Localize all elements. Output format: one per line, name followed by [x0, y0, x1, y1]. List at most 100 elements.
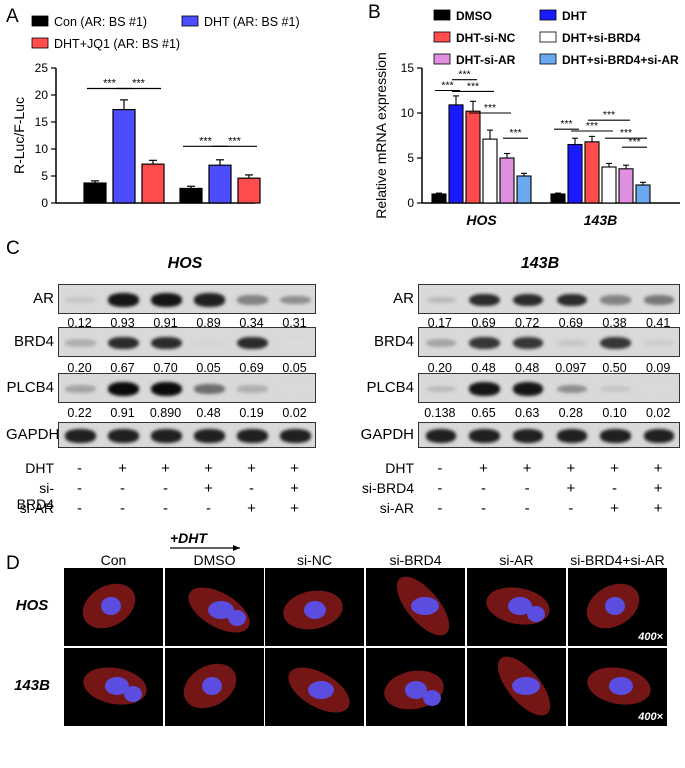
- significance-label: ***: [628, 136, 640, 148]
- condition-sign: +: [653, 500, 663, 517]
- blot-band: [65, 339, 96, 347]
- quantification-value: 0.20: [427, 361, 452, 375]
- y-tick-label: 15: [35, 115, 49, 129]
- legend-label: DHT (AR: BS #1): [204, 15, 300, 29]
- legend-label: Con (AR: BS #1): [54, 15, 147, 29]
- condition-sign: -: [437, 500, 443, 517]
- y-tick-label: 5: [41, 169, 48, 183]
- quantification-value: 0.41: [645, 316, 671, 330]
- panel-c-letter: C: [6, 238, 20, 259]
- blot-band: [194, 340, 225, 346]
- y-tick-label: 25: [35, 61, 49, 75]
- blot-band: [512, 382, 544, 396]
- category-label: 143B: [584, 212, 617, 228]
- condition-sign: +: [566, 480, 576, 497]
- column-header: si-AR: [499, 552, 534, 568]
- fluorescence-image: [64, 568, 163, 646]
- condition-sign: -: [524, 480, 530, 497]
- blot-row-label: PLCB4: [6, 379, 54, 396]
- blot-band: [237, 336, 268, 350]
- quantification-value: 0.09: [645, 361, 671, 375]
- legend-label: DHT-si-NC: [456, 31, 516, 45]
- condition-sign: +: [290, 480, 299, 497]
- blot-strip: [58, 327, 316, 357]
- column-header: si-BRD4+si-AR: [570, 552, 665, 568]
- legend-swatch: [539, 31, 557, 43]
- quantification-value: 0.48: [196, 406, 221, 420]
- bar: [465, 110, 481, 204]
- bar: [550, 193, 566, 204]
- legend-label: DMSO: [456, 9, 492, 23]
- blot-band: [469, 429, 500, 443]
- condition-sign: +: [479, 460, 488, 477]
- quantification-value: 0.10: [602, 406, 627, 420]
- condition-sign: -: [77, 460, 82, 477]
- quantification-value: 0.93: [110, 316, 135, 330]
- fluorescence-image: [165, 568, 264, 646]
- blot-band: [512, 293, 544, 307]
- fluorescence-image: [467, 648, 566, 726]
- blot-band: [469, 336, 500, 350]
- column-header: si-NC: [297, 552, 332, 568]
- bar: [567, 143, 583, 204]
- condition-sign: -: [611, 480, 617, 497]
- condition-sign: +: [161, 460, 170, 477]
- significance-label: ***: [484, 102, 496, 114]
- blot-band: [556, 429, 588, 443]
- quantification-value: 0.097: [555, 361, 587, 375]
- blot-row-label: AR: [33, 290, 54, 307]
- treatment-label: +DHT: [170, 530, 207, 546]
- y-tick-label: 20: [35, 88, 49, 102]
- quantification-value: 0.31: [282, 316, 307, 330]
- significance-label: ***: [560, 118, 572, 130]
- blot-band: [600, 429, 631, 443]
- quantification-value: 0.02: [282, 406, 307, 420]
- quantification-value: 0.890: [149, 406, 182, 420]
- fluorescence-image: [64, 648, 163, 726]
- blot-band: [237, 295, 268, 305]
- blot-strip: [418, 284, 680, 314]
- nucleus: [308, 681, 334, 699]
- nucleus: [304, 601, 326, 619]
- blot-band: [556, 339, 588, 347]
- quantification-value: 0.19: [239, 406, 264, 420]
- blot-band: [643, 386, 675, 392]
- blot-band: [151, 429, 182, 443]
- blot-band: [556, 384, 588, 394]
- nucleus: [423, 690, 441, 706]
- legend-label: DHT+si-BRD4: [562, 31, 641, 45]
- legend-swatch: [181, 15, 199, 27]
- row-label: 143B: [14, 677, 50, 694]
- quantification-value: 0.05: [282, 361, 307, 375]
- bar: [618, 168, 634, 204]
- column-header: si-BRD4: [389, 552, 442, 568]
- condition-sign: -: [120, 500, 125, 517]
- quantification-value: 0.28: [558, 406, 583, 420]
- nucleus: [228, 610, 246, 626]
- legend-label: DHT-si-AR: [456, 53, 516, 67]
- blot-band: [108, 293, 139, 307]
- blot-band: [600, 385, 631, 393]
- significance-label: ***: [509, 127, 521, 139]
- panel-a-chart: A Con (AR: BS #1) DHT (AR: BS #1) DHT+JQ1 …: [6, 6, 300, 215]
- blot-row-label: PLCB4: [366, 379, 414, 396]
- nucleus: [605, 597, 625, 615]
- blot-band: [65, 385, 96, 393]
- blot-band: [469, 382, 500, 396]
- fluorescence-image: [366, 568, 465, 646]
- bar: [601, 166, 617, 204]
- y-tick-label: 0: [407, 196, 414, 210]
- y-tick-label: 0: [41, 196, 48, 210]
- quantification-value: 0.91: [110, 406, 135, 420]
- nucleus: [527, 606, 545, 622]
- cell-drawing: [288, 667, 350, 713]
- condition-sign: -: [120, 480, 125, 497]
- blot-band: [425, 429, 457, 443]
- bar: [584, 141, 600, 204]
- condition-sign: -: [77, 500, 82, 517]
- fluorescence-image: [366, 648, 465, 726]
- cell-drawing: [396, 576, 450, 636]
- blot-strip: [418, 422, 680, 448]
- quantification-value: 0.22: [67, 406, 92, 420]
- blot-band: [194, 293, 225, 307]
